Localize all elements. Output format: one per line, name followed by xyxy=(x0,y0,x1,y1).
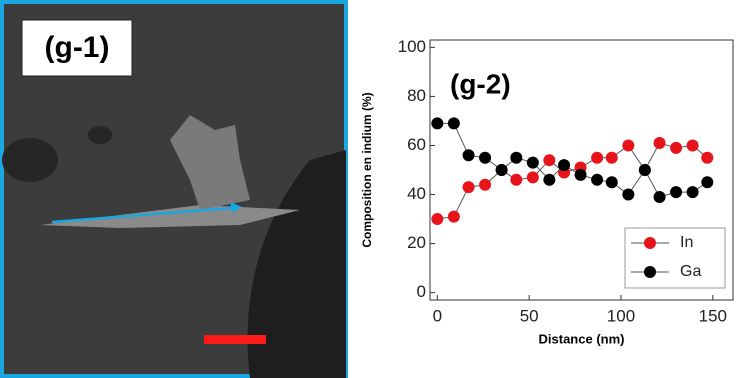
dark-region xyxy=(247,150,346,378)
point xyxy=(670,186,683,199)
arrow-head xyxy=(230,202,242,213)
point xyxy=(591,151,604,164)
point xyxy=(670,141,683,154)
y-tick-label: 0 xyxy=(417,282,426,301)
micrograph: (g-1) xyxy=(0,0,348,378)
point xyxy=(431,117,444,130)
y-tick-label: 80 xyxy=(407,86,426,105)
point xyxy=(622,139,635,152)
annotation: (g-2) xyxy=(450,68,511,99)
y-tick-label: 100 xyxy=(398,37,426,56)
y-tick-label: 40 xyxy=(407,184,426,203)
panel-label: (g-1) xyxy=(45,31,110,64)
x-axis-label: Distance (nm) xyxy=(539,331,625,346)
point xyxy=(543,173,556,186)
point xyxy=(686,186,699,199)
point xyxy=(479,151,492,164)
legend-label: Ga xyxy=(680,263,701,280)
chart: 0 20 40 60 80 100 0 50 100 150 Distance (nm) Compos… xyxy=(360,37,734,346)
series-line xyxy=(437,142,708,220)
point xyxy=(653,137,666,150)
legend-label: In xyxy=(680,234,693,251)
point xyxy=(701,151,714,164)
legend-marker xyxy=(644,237,656,249)
point xyxy=(622,188,635,201)
x-tick-label: 50 xyxy=(520,306,539,325)
legend-marker xyxy=(644,266,656,278)
plot-frame xyxy=(429,39,734,301)
point xyxy=(447,210,460,223)
scale-bar xyxy=(204,335,266,344)
point xyxy=(605,176,618,189)
crystal xyxy=(170,115,250,210)
point xyxy=(638,164,651,176)
point xyxy=(462,181,475,194)
point xyxy=(526,156,539,169)
x-tick-label: 100 xyxy=(607,306,635,325)
point xyxy=(510,173,523,186)
point xyxy=(653,190,666,203)
x-tick-label: 150 xyxy=(699,306,727,325)
point xyxy=(574,168,587,181)
hole xyxy=(2,138,58,182)
point xyxy=(431,213,444,226)
point xyxy=(591,173,604,186)
point xyxy=(701,176,714,189)
y-axis-label: Composition en indium (%) xyxy=(360,92,374,247)
arrow xyxy=(51,206,233,224)
y-tick-label: 20 xyxy=(407,233,426,252)
point xyxy=(510,151,523,164)
point xyxy=(462,149,475,162)
legend-box xyxy=(624,227,726,289)
point xyxy=(526,171,539,184)
point xyxy=(495,164,508,176)
label-box xyxy=(21,19,133,77)
point xyxy=(686,139,699,152)
y-tick-label: 60 xyxy=(407,135,426,154)
point xyxy=(558,159,571,172)
x-tick-label: 0 xyxy=(433,306,442,325)
point xyxy=(479,178,492,191)
point xyxy=(543,154,556,167)
point xyxy=(605,151,618,164)
hole xyxy=(88,126,112,144)
point xyxy=(447,117,460,130)
